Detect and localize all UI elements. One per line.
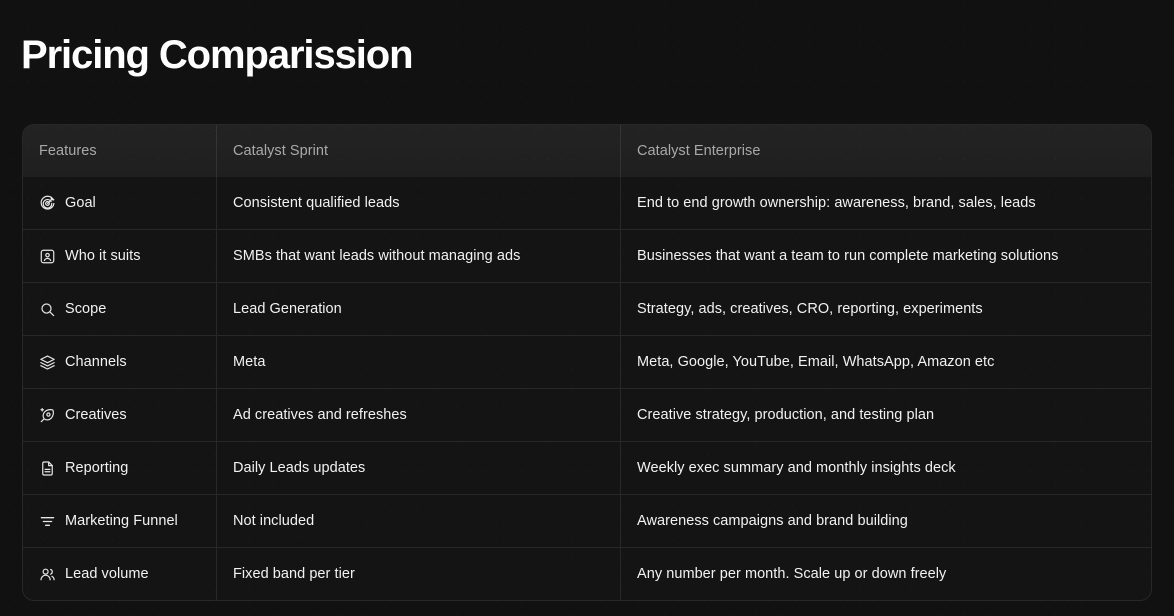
funnel-icon [39, 513, 56, 530]
layers-icon [39, 354, 56, 371]
catalyst-enterprise-cell: Awareness campaigns and brand building [637, 512, 908, 529]
catalyst-enterprise-cell: Weekly exec summary and monthly insights… [637, 459, 956, 476]
pricing-comparison-table: Features Catalyst Sprint Catalyst Enterp… [22, 124, 1152, 601]
table-row: Reporting Daily Leads updates Weekly exec … [23, 441, 1151, 494]
table-row: Channels Meta Meta, Google, YouTube, Email… [23, 335, 1151, 388]
feature-cell: Who it suits [23, 230, 217, 282]
users-icon [39, 566, 56, 583]
search-icon [39, 301, 56, 318]
magic-pen-icon [39, 407, 56, 424]
table-row: Who it suits SMBs that want leads without… [23, 229, 1151, 282]
catalyst-sprint-cell: Meta [217, 336, 621, 388]
table-header-row: Features Catalyst Sprint Catalyst Enterp… [23, 125, 1151, 177]
catalyst-sprint-cell: Lead Generation [217, 283, 621, 335]
feature-label: Channels [65, 353, 127, 370]
column-header-catalyst-enterprise: Catalyst Enterprise [637, 142, 761, 159]
catalyst-enterprise-cell: End to end growth ownership: awareness, … [637, 194, 1036, 211]
table-row: Marketing Funnel Not included Awareness ca… [23, 494, 1151, 547]
table-row: Lead volume Fixed band per tier Any number… [23, 547, 1151, 600]
feature-label: Creatives [65, 406, 127, 423]
feature-cell: Reporting [23, 442, 217, 494]
catalyst-enterprise-cell: Creative strategy, production, and testi… [637, 406, 935, 423]
catalyst-sprint-cell: Not included [217, 495, 621, 547]
feature-label: Lead volume [65, 565, 149, 582]
column-header-features: Features [23, 125, 217, 177]
contact-card-icon [39, 248, 56, 265]
feature-label: Scope [65, 300, 107, 317]
catalyst-enterprise-cell: Businesses that want a team to run compl… [637, 247, 1059, 264]
feature-label: Goal [65, 194, 96, 211]
page-title: Pricing Comparission [21, 33, 414, 77]
catalyst-enterprise-cell: Strategy, ads, creatives, CRO, reporting… [637, 300, 983, 317]
feature-label: Marketing Funnel [65, 512, 178, 529]
catalyst-enterprise-cell: Meta, Google, YouTube, Email, WhatsApp, … [637, 353, 995, 370]
feature-cell: Goal [23, 177, 217, 229]
target-icon [39, 195, 56, 212]
catalyst-sprint-cell: SMBs that want leads without managing ad… [217, 230, 621, 282]
table-row: Goal Consistent qualified leads End to end… [23, 177, 1151, 229]
catalyst-enterprise-cell: Any number per month. Scale up or down f… [637, 565, 947, 582]
catalyst-sprint-cell: Daily Leads updates [217, 442, 621, 494]
feature-cell: Creatives [23, 389, 217, 441]
table-row: Scope Lead Generation Strategy, ads, creat… [23, 282, 1151, 335]
catalyst-sprint-cell: Ad creatives and refreshes [217, 389, 621, 441]
table-row: Creatives Ad creatives and refreshes Creat… [23, 388, 1151, 441]
feature-label: Reporting [65, 459, 129, 476]
catalyst-sprint-cell: Fixed band per tier [217, 548, 621, 600]
column-header-catalyst-sprint: Catalyst Sprint [217, 125, 621, 177]
feature-cell: Scope [23, 283, 217, 335]
table-body: Goal Consistent qualified leads End to end… [23, 177, 1151, 600]
feature-cell: Lead volume [23, 548, 217, 600]
document-icon [39, 460, 56, 477]
feature-cell: Channels [23, 336, 217, 388]
feature-cell: Marketing Funnel [23, 495, 217, 547]
catalyst-sprint-cell: Consistent qualified leads [217, 177, 621, 229]
feature-label: Who it suits [65, 247, 141, 264]
